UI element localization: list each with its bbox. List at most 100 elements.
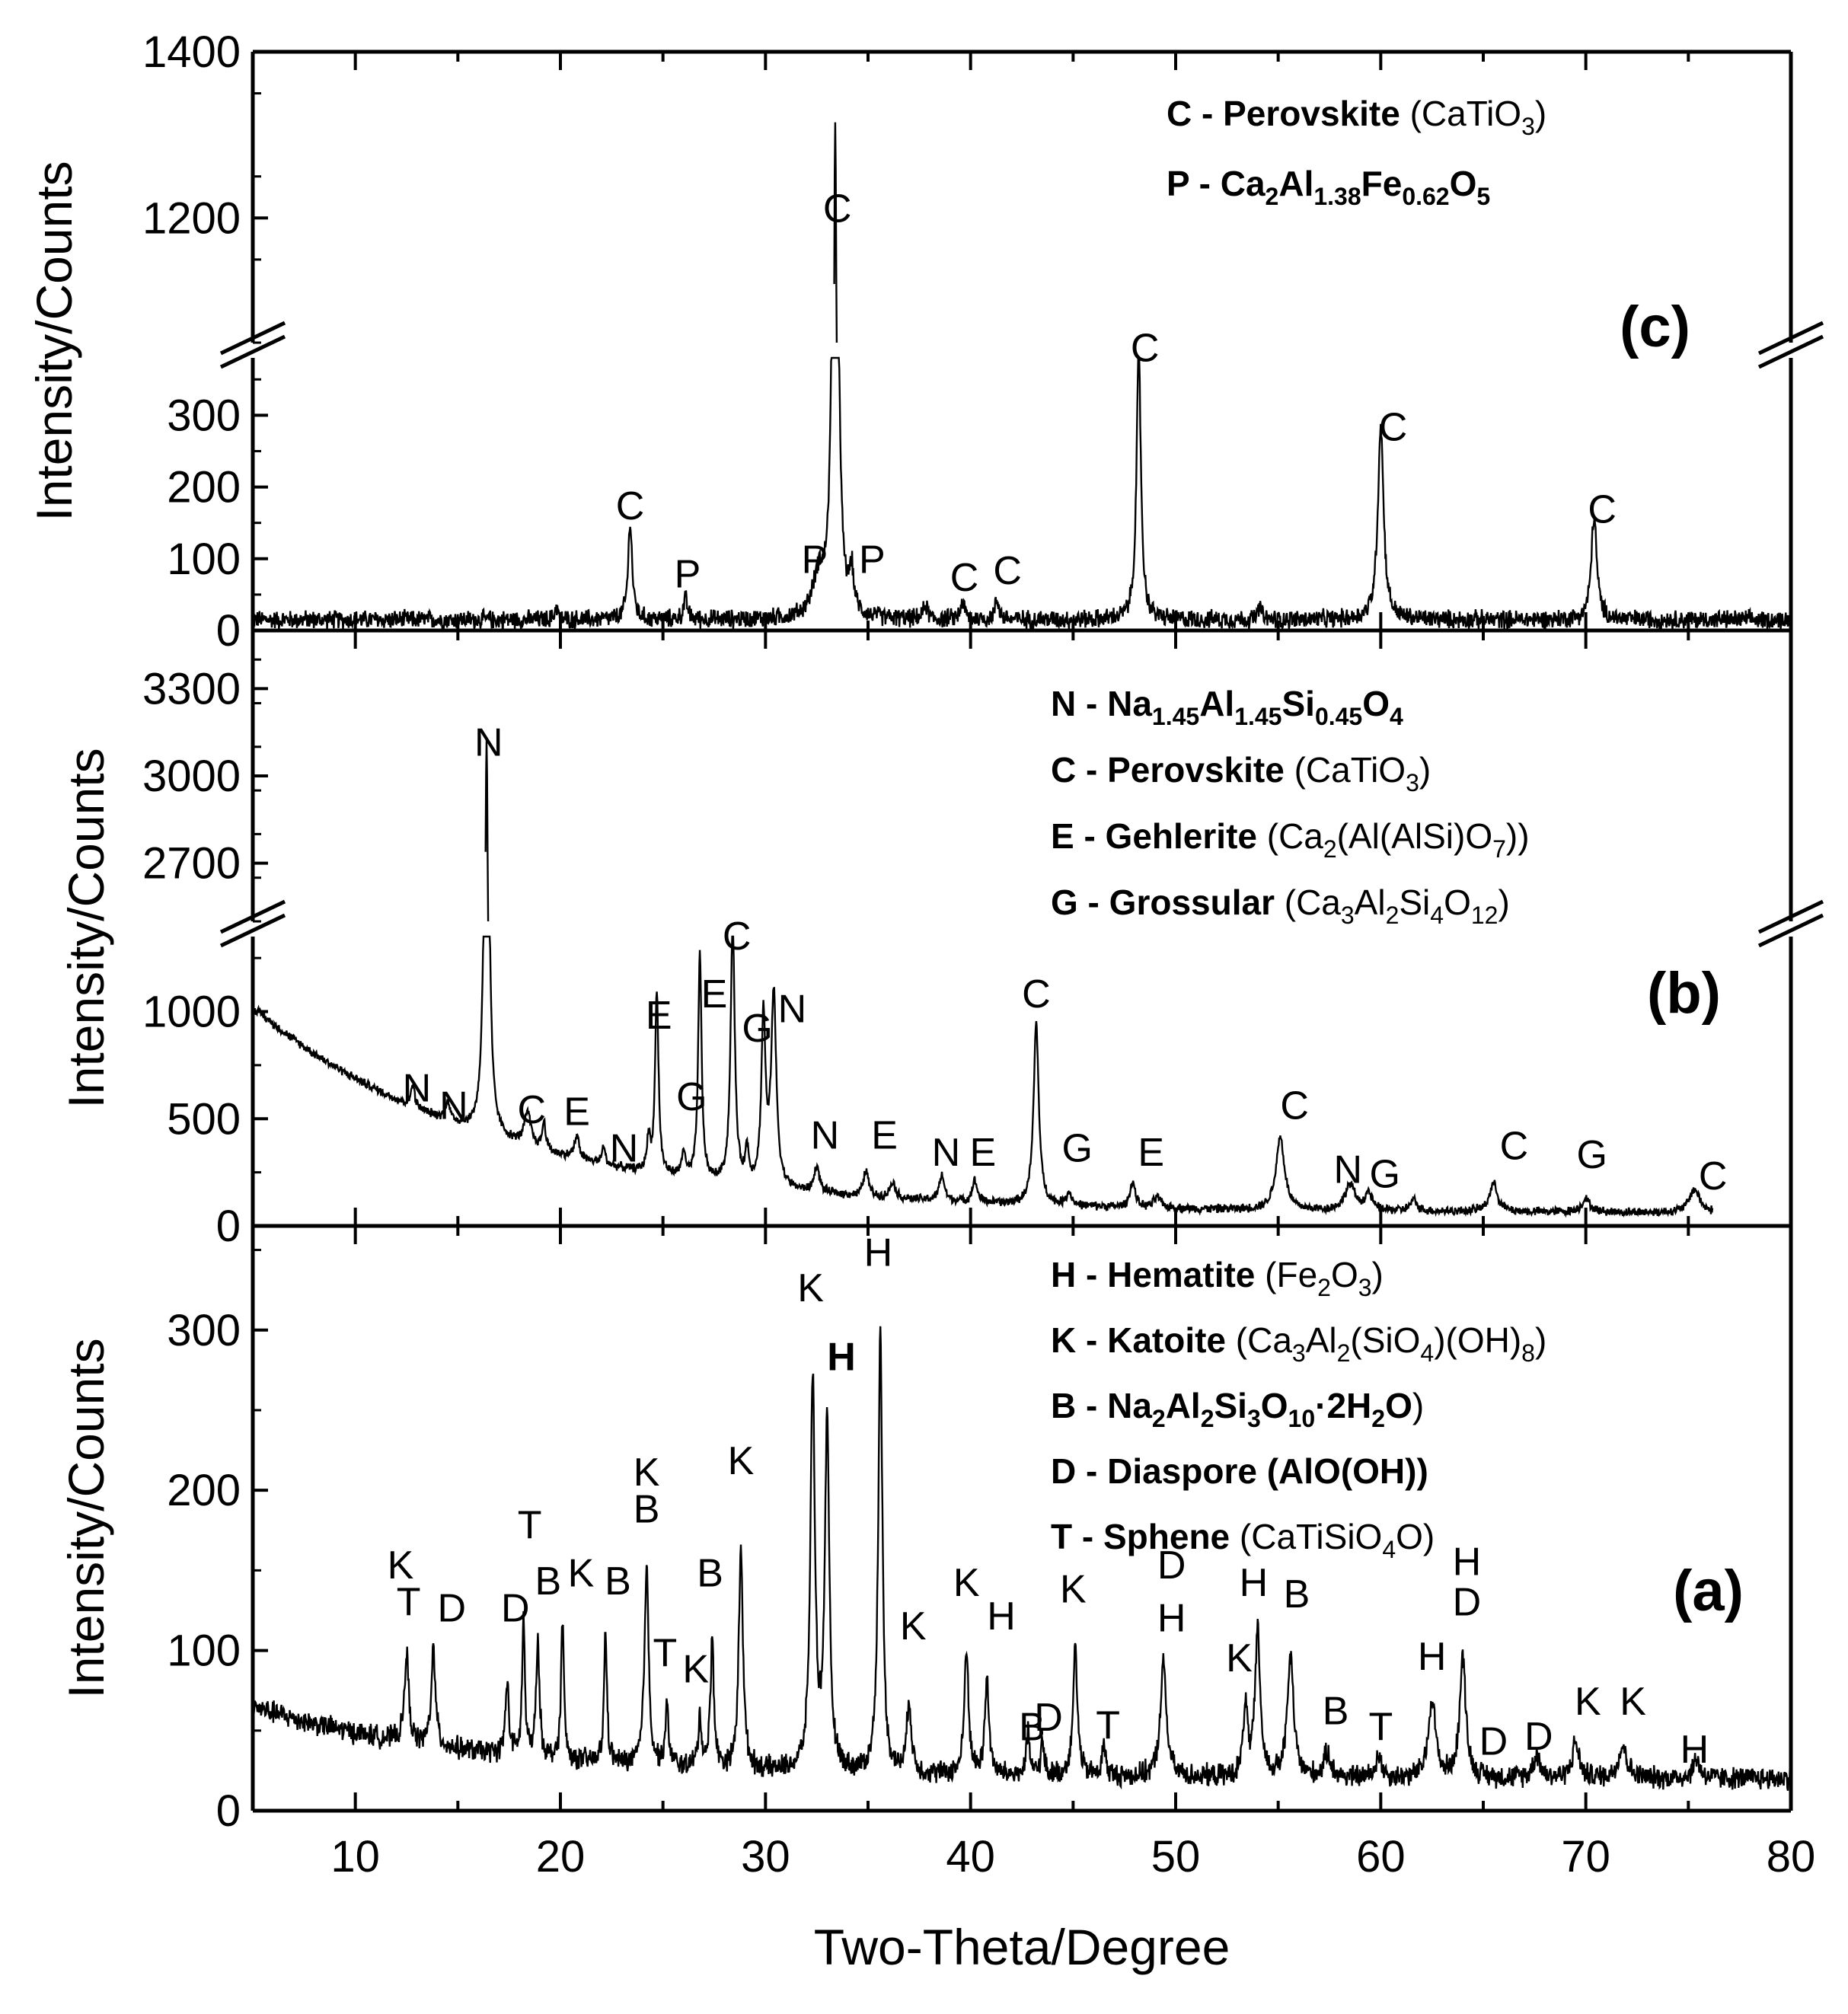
legend-entry-B: B - Na2Al2Si3O10·2H2O): [1051, 1386, 1424, 1432]
peak-label-E: E: [563, 1090, 590, 1135]
y-axis-title-a: Intensity/Counts: [58, 1338, 114, 1698]
axis-break-mark: [1757, 913, 1824, 948]
y-tick-label: 1200: [142, 193, 241, 243]
peak-label-G: G: [1369, 1152, 1400, 1196]
peak-label-C: C: [723, 914, 752, 959]
peak-label-K: K: [1226, 1636, 1253, 1680]
y-tick-label: 3300: [142, 664, 241, 713]
peak-label-D: D: [437, 1587, 466, 1631]
peak-label-H: H: [864, 1231, 893, 1275]
peak-label-C: C: [1699, 1154, 1728, 1199]
legend-entry-T: T - Sphene (CaTiSiO4O): [1051, 1517, 1435, 1563]
peak-label-P: P: [675, 552, 701, 596]
y-axis-title-b: Intensity/Counts: [58, 748, 114, 1108]
x-tick-label: 30: [741, 1832, 790, 1882]
peak-label-K: K: [1060, 1567, 1087, 1611]
peak-label-N: N: [610, 1127, 639, 1171]
y-tick-label: 100: [167, 1626, 241, 1676]
legend-entry-K: K - Katoite (Ca3Al2(SiO4)(OH)8): [1051, 1320, 1546, 1367]
peak-label-H: H: [827, 1335, 856, 1379]
peak-label-N: N: [403, 1067, 432, 1111]
peak-label-D: D: [1453, 1580, 1482, 1624]
peak-label-K: K: [797, 1266, 824, 1310]
peak-label-C: C: [1379, 405, 1408, 449]
peak-label-E: E: [1138, 1131, 1164, 1175]
peak-label-E: E: [871, 1114, 898, 1158]
legend-entry-D: D - Diaspore (AlO(OH)): [1051, 1451, 1428, 1491]
peak-label-N: N: [1333, 1148, 1362, 1192]
y-tick-label: 0: [216, 1786, 241, 1836]
legend-entry-H: H - Hematite (Fe2O3): [1051, 1255, 1384, 1301]
peak-label-G: G: [1577, 1133, 1607, 1177]
peak-label-H: H: [1453, 1540, 1482, 1585]
peak-label-H: H: [1240, 1561, 1269, 1605]
peak-label-C: C: [1500, 1125, 1529, 1169]
peak-label-K: K: [900, 1604, 927, 1649]
y-tick-label: 3000: [142, 752, 241, 801]
y-tick-label: 2700: [142, 839, 241, 889]
peak-label-C: C: [1588, 488, 1617, 532]
axis-break-mark: [219, 321, 286, 356]
peak-label-H: H: [1157, 1596, 1186, 1640]
peak-label-P: P: [859, 538, 886, 582]
peak-label-N: N: [932, 1131, 961, 1175]
peak-label-H: H: [1680, 1728, 1709, 1772]
peak-label-B: B: [1323, 1689, 1349, 1733]
peak-label-T: T: [653, 1632, 677, 1676]
peak-label-E: E: [701, 972, 728, 1017]
legend-entry-E: E - Gehlerite (Ca2(Al(AlSi)O7)): [1051, 816, 1530, 863]
y-tick-label: 300: [167, 1306, 241, 1355]
peak-label-G: G: [742, 1007, 772, 1051]
peak-label-N: N: [474, 720, 503, 764]
peak-label-C: C: [993, 549, 1022, 593]
peak-label-K: K: [634, 1451, 660, 1495]
trace-a: [251, 1326, 1792, 1791]
peak-label-K: K: [568, 1551, 595, 1595]
trace-b-upper: [484, 739, 490, 922]
y-tick-label: 0: [216, 1202, 241, 1251]
peak-label-T: T: [397, 1580, 421, 1624]
x-tick-label: 40: [946, 1832, 995, 1882]
peak-label-C: C: [616, 484, 645, 528]
y-tick-label: 500: [167, 1094, 241, 1144]
x-tick-label: 20: [536, 1832, 586, 1882]
peak-label-C: C: [1280, 1084, 1309, 1128]
x-axis-title: Two-Theta/Degree: [814, 1919, 1230, 1975]
peak-label-D: D: [501, 1587, 530, 1631]
axis-break-mark: [1757, 334, 1824, 369]
y-tick-label: 100: [167, 535, 241, 584]
peak-label-B: B: [535, 1559, 561, 1604]
peak-label-C: C: [1131, 327, 1160, 371]
peak-label-T: T: [1096, 1703, 1120, 1747]
x-tick-label: 10: [330, 1832, 380, 1882]
y-axis-title-c: Intensity/Counts: [26, 161, 82, 521]
peak-label-D: D: [1157, 1543, 1186, 1588]
y-tick-label: 300: [167, 391, 241, 440]
axis-break-mark: [1757, 321, 1824, 356]
peak-label-B: B: [634, 1487, 660, 1531]
peak-label-K: K: [728, 1439, 755, 1483]
y-tick-label: 1000: [142, 988, 241, 1037]
x-tick-label: 60: [1356, 1832, 1406, 1882]
trace-layer: [251, 122, 1792, 1791]
peak-label-C: C: [823, 187, 852, 231]
axis-break-mark: [1757, 899, 1824, 934]
axis-break-mark: [219, 899, 286, 934]
peak-label-B: B: [697, 1551, 723, 1595]
legend-entry-P: P - Ca2Al1.38Fe0.62O5: [1167, 164, 1490, 210]
peak-label-N: N: [778, 988, 807, 1032]
legend-entry-G: G - Grossular (Ca3Al2Si4O12): [1051, 883, 1510, 929]
panel-tag-c: (c): [1620, 295, 1690, 359]
peak-label-B: B: [1019, 1705, 1045, 1749]
peak-label-T: T: [518, 1503, 542, 1547]
peak-label-D: D: [1524, 1715, 1553, 1759]
peak-label-E: E: [646, 994, 672, 1038]
legend-entry-C: C - Perovskite (CaTiO3): [1051, 750, 1431, 796]
peak-label-K: K: [388, 1543, 414, 1588]
peak-label-P: P: [802, 538, 828, 582]
y-tick-label: 0: [216, 606, 241, 656]
y-tick-label: 1400: [142, 27, 241, 77]
